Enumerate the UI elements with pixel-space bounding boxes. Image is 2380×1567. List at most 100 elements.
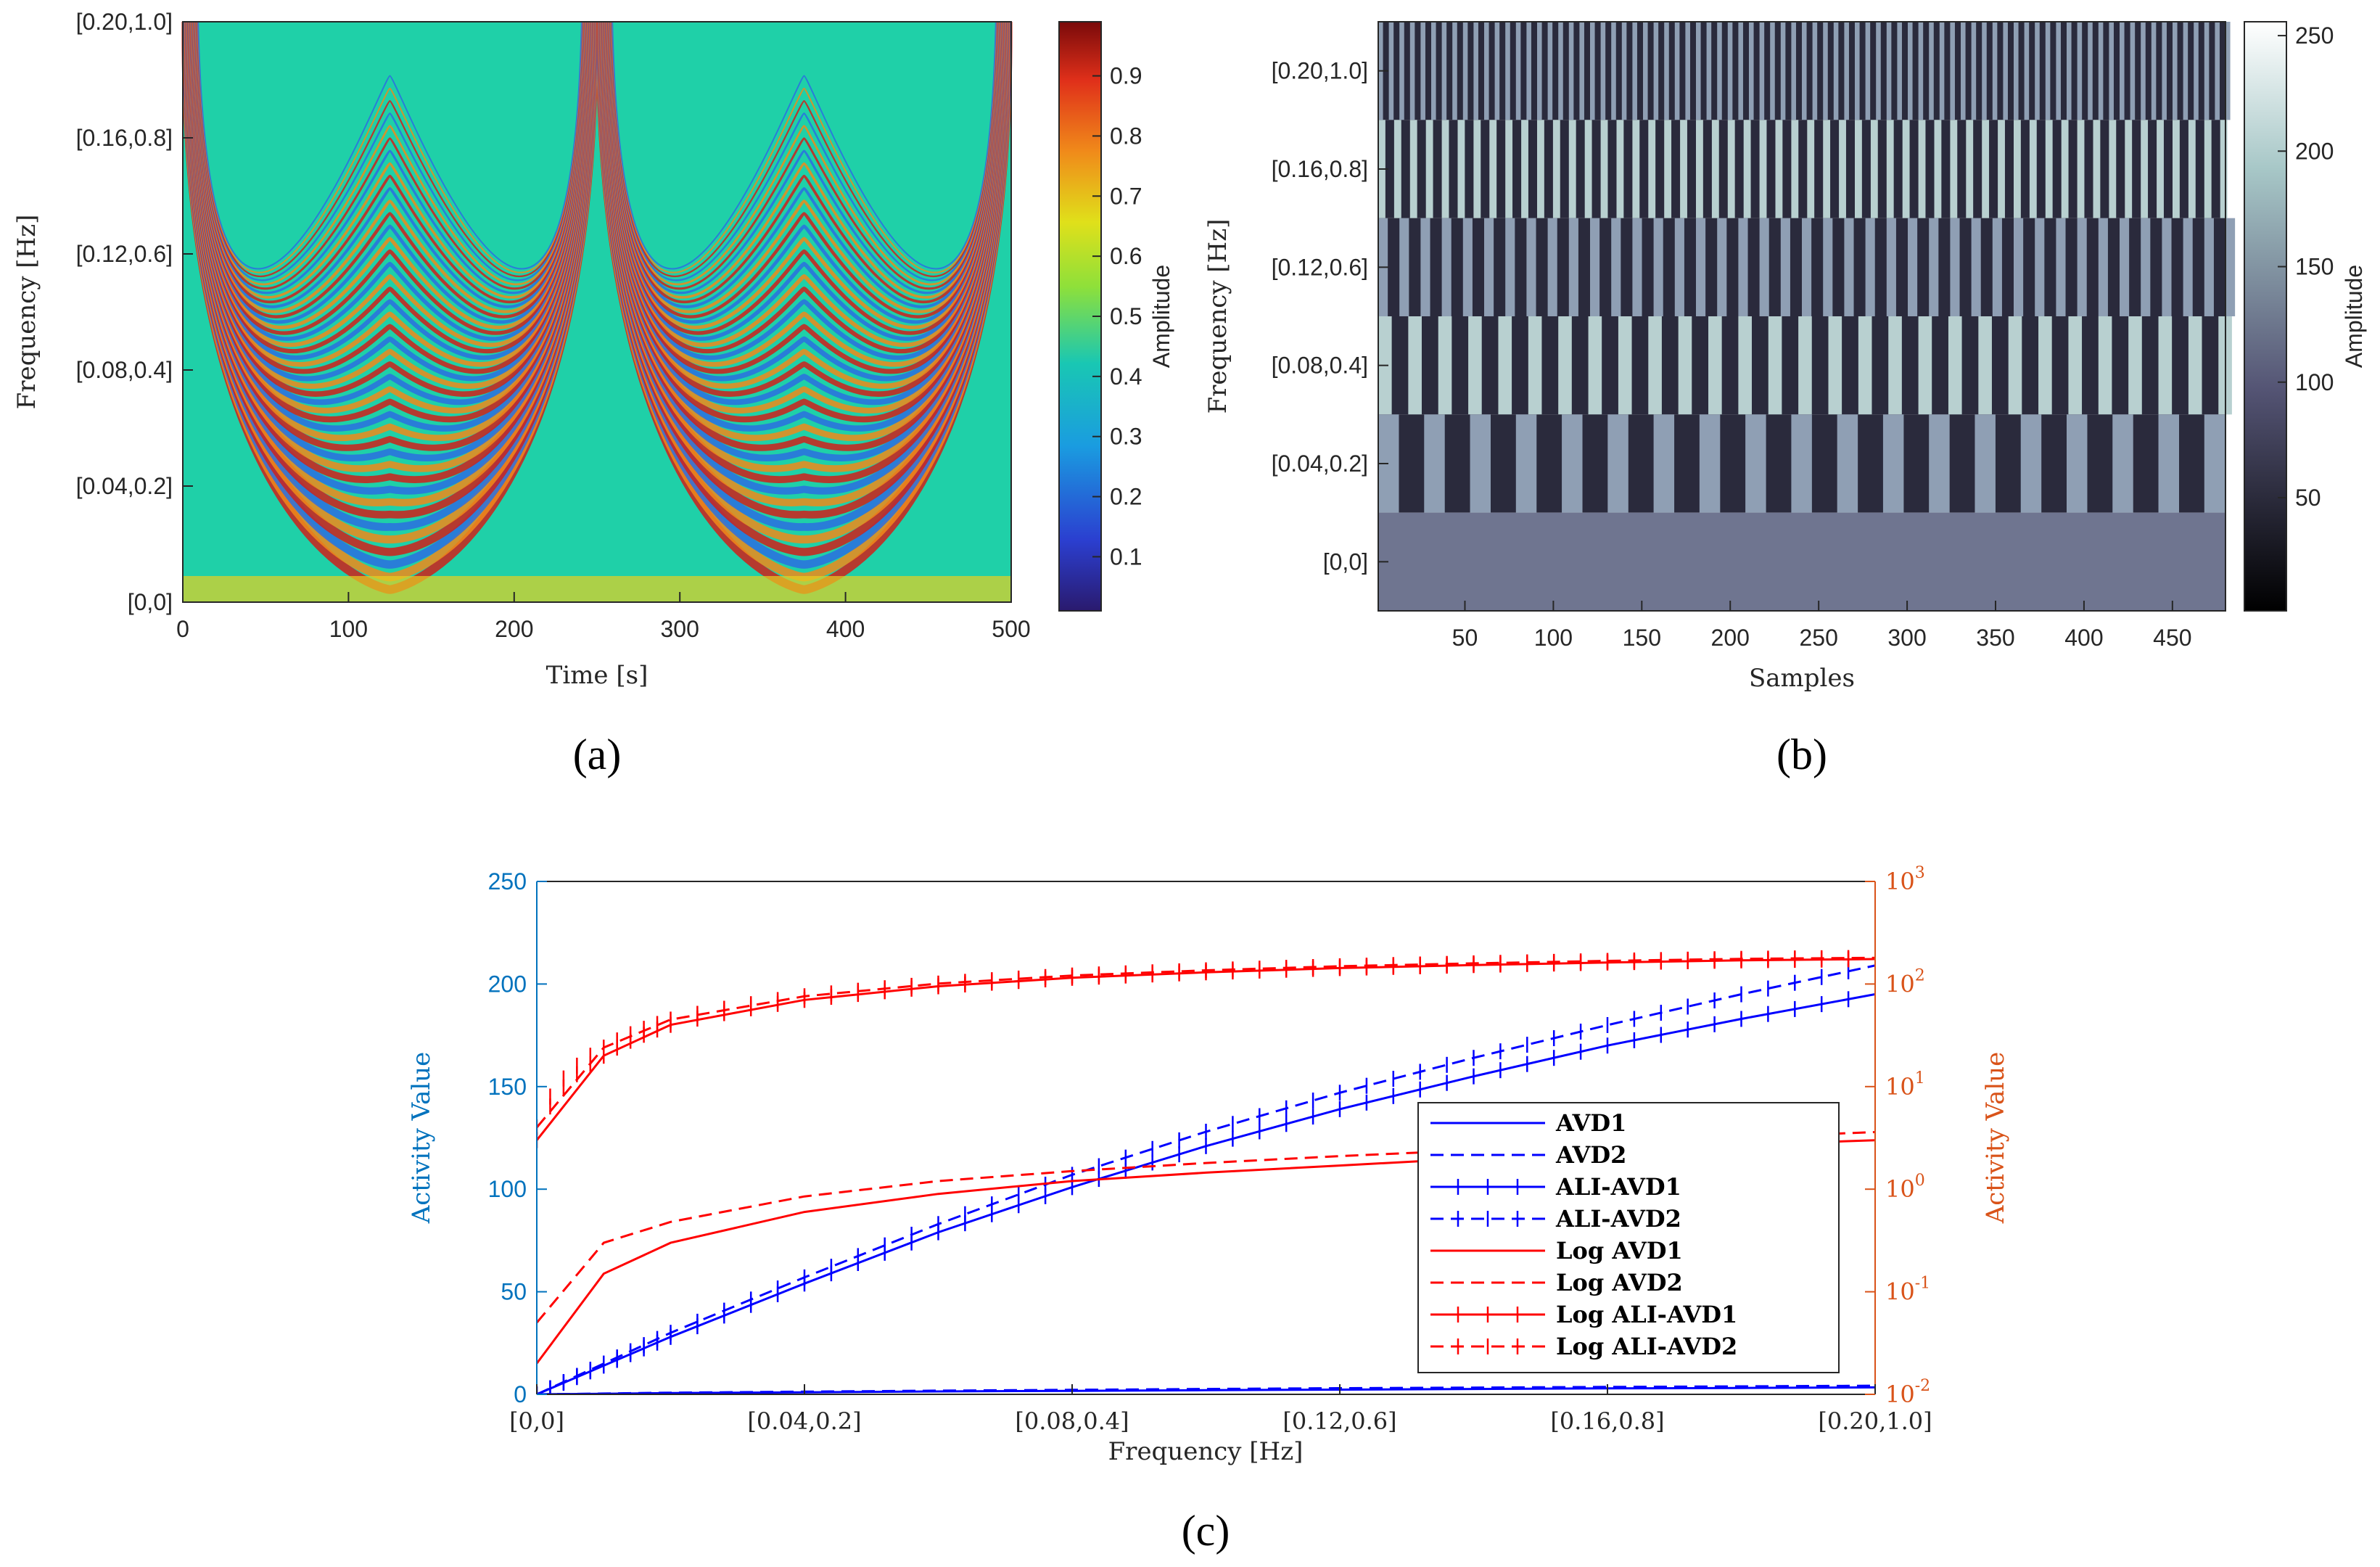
chart-b-stripe [1388,22,1394,120]
chart-b-stripe [1798,316,1812,415]
chart-b-colorbar-tick-label: 200 [2295,138,2334,164]
chart-b-stripe [2173,22,2178,120]
chart-b-stripe [2068,316,2083,415]
chart-b-stripe [2225,218,2236,316]
caption-c: (c) [1182,1507,1230,1555]
chart-b-stripe [2225,22,2231,120]
chart-c-xtick-label: [0.16,0.8] [1550,1407,1664,1435]
chart-b-stripe [1611,218,1621,316]
chart-a-ytick-label: [0.04,0.2] [76,473,173,499]
caption-a: (a) [573,731,622,778]
chart-b-stripe [2014,22,2019,120]
chart-b-stripe [1590,22,1595,120]
chart-b-stripe [1882,414,1904,513]
chart-b-stripe [1775,120,1783,218]
chart-c-xtick-label: [0.20,1.0] [1818,1407,1932,1435]
chart-c-legend-ali-avd1-label: ALI-AVD1 [1555,1173,1681,1201]
chart-c-right-tick-label: 102 [1885,966,1925,998]
chart-b-stripe [2204,414,2225,513]
chart-a-stripe [609,21,999,295]
chart-a-base-band [183,576,1011,602]
chart-b-stripe [1978,316,1992,415]
chart-b-stripe [1759,218,1769,316]
chart-b-stripe [1618,316,1632,415]
chart-a-stripe [193,21,587,313]
chart-b-stripe [1537,120,1544,218]
chart-b-stripe [1441,218,1452,316]
chart-b-stripe [1833,22,1839,120]
chart-b-ytick-label: [0.08,0.4] [1272,353,1368,379]
chart-b-stripe [2056,22,2061,120]
chart-b-stripe [1823,120,1831,218]
chart-b-stripe [1678,316,1692,415]
chart-b-xtick-label: 50 [1452,625,1478,651]
chart-a-stripe [607,21,1001,313]
chart-a-stripe [609,21,1000,299]
chart-a-colorbar-tick-label: 0.4 [1110,363,1142,390]
chart-b-stripe [2151,22,2157,120]
chart-a-colorbar-tick-label: 0.3 [1110,424,1142,450]
chart-b-stripe [1696,22,1701,120]
chart-b-stripe [2130,22,2136,120]
chart-b-stripe [1929,218,1939,316]
chart-b-colorbar-label: Amplitude [2341,265,2367,368]
chart-a-stripe [197,21,583,273]
chart-b-colorbar-tick-label: 100 [2295,369,2334,395]
chart-c-left-tick-label: 200 [488,971,527,997]
chart-b-stripe [1768,316,1782,415]
chart-b-stripe [2183,218,2193,316]
chart-b-stripe [1865,22,1871,120]
chart-c-right-tick-exponent: 0 [1915,1172,1925,1190]
chart-b-stripe [2056,218,2066,316]
chart-b-stripe [1438,316,1452,415]
chart-b-stripe [1876,22,1881,120]
chart-b-stripe [1929,414,1950,513]
chart-b-stripe [1568,22,1574,120]
chart-b-stripe [1870,120,1878,218]
chart-c-ylabel-right: Activity Value [1981,1052,2010,1225]
chart-b-stripe [1844,22,1849,120]
chart-b-stripe [1738,316,1753,415]
chart-b-stripe [1855,120,1862,218]
chart-b-stripe [1807,120,1815,218]
chart-b-stripe [1966,120,1974,218]
chart-b-stripe [2215,22,2220,120]
chart-b-xtick-label: 150 [1623,625,1661,651]
chart-a-colorbar-tick-label: 0.6 [1110,243,1142,269]
chart-c-legend-log-ali-avd1-label: Log ALI-AVD1 [1556,1301,1737,1328]
chart-b-stripe [1812,22,1818,120]
chart-b-stripe [1745,414,1766,513]
chart-a-colorbar-label: Amplitude [1148,265,1174,368]
chart-c-right-tick-exponent: 1 [1915,1069,1925,1087]
chart-b-colorbar-tick-label: 50 [2295,485,2321,511]
chart-a: 0 100 200 300 400 500 [0,0] [0.04,0.2] [0.08,0.… [12,9,1174,778]
chart-b-stripe [2088,22,2093,120]
chart-c-left-tick-label: 100 [488,1176,527,1202]
chart-a-stripe [192,21,588,324]
chart-b-stripe [1547,218,1557,316]
chart-a-stripe [193,21,587,318]
chart-b-stripe [2158,316,2173,415]
chart-c-line-log-ali-avd1 [537,958,1875,1141]
chart-b-stripe [1473,120,1481,218]
chart-b-ytick-label: [0,0] [1323,548,1368,575]
chart-a-stripe [610,21,998,286]
chart-a-stripe [194,21,585,299]
chart-c-right-tick-label: 10-2 [1885,1377,1930,1408]
chart-c-legend-avd1-label: AVD1 [1555,1109,1626,1137]
chart-b-stripe [1484,22,1489,120]
chart-c-legend-box [1417,1102,1840,1373]
chart-b-stripe [2077,22,2083,120]
chart-a-ylabel: Frequency [Hz] [12,215,41,410]
chart-b-stripe [1526,218,1536,316]
chart-b-stripe [1855,22,1860,120]
chart-c-ylabel-left: Activity Value [407,1052,436,1225]
chart-b-stripe [2035,218,2045,316]
chart-c-xtick-label: [0.12,0.6] [1282,1407,1396,1435]
chart-b-xtick-label: 400 [2064,625,2103,651]
chart-b-stripe [1409,120,1417,218]
chart-b-stripe [1579,22,1584,120]
chart-b-stripe [1971,22,1977,120]
chart-b-stripe [1632,120,1640,218]
chart-c-legend-avd2-label: AVD2 [1555,1141,1626,1169]
